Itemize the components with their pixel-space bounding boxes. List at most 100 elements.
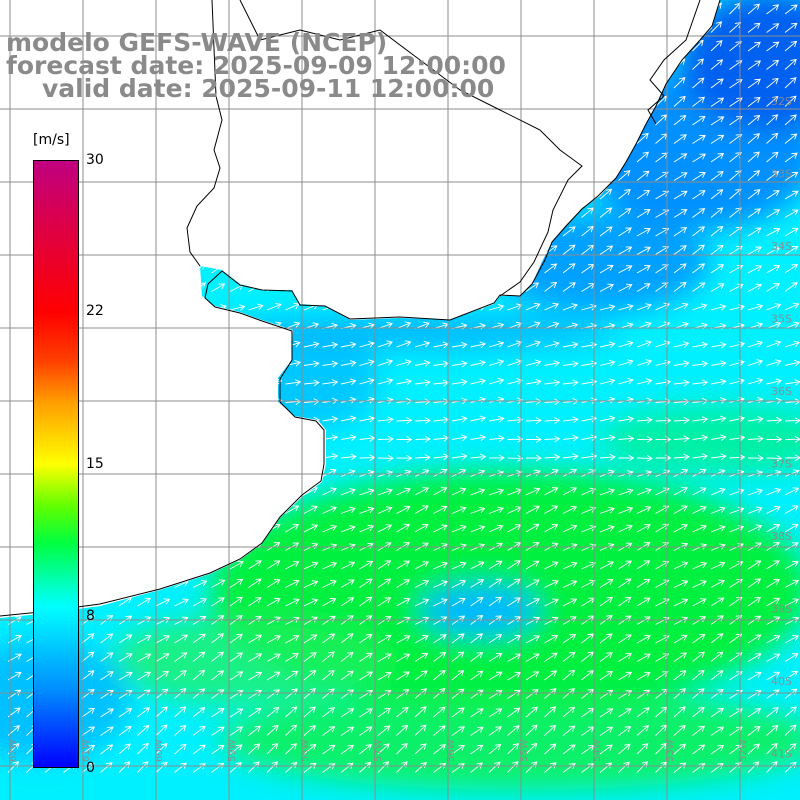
wind-arrow [229,506,245,514]
wind-arrow [470,453,487,461]
wind-arrow [747,246,762,255]
wind-arrow [784,635,799,644]
wind-arrow [340,633,354,644]
wind-arrow [81,360,98,368]
wind-arrow [377,303,394,311]
wind-arrow [137,689,151,699]
wind-arrow [525,417,542,424]
wind-arrow [710,561,726,570]
wind-arrow [100,578,114,588]
wind-arrow [303,598,319,607]
wind-arrow [507,132,520,144]
wind-arrow [692,134,706,144]
wind-arrow [599,744,613,755]
wind-arrow [229,2,242,15]
wind-arrow [433,651,447,662]
wind-arrow [100,561,115,570]
wind-arrow [303,468,319,477]
wind-arrow [303,634,318,644]
wind-arrow [433,725,446,736]
wind-arrow [710,264,725,274]
wind-arrow [636,689,651,699]
wind-arrow [544,172,559,181]
wind-arrow [784,171,799,181]
wind-arrow [155,4,169,15]
wind-arrow [266,653,281,662]
wind-arrow [636,303,652,311]
wind-arrow [359,671,373,681]
wind-arrow [451,360,468,368]
wind-arrow [155,379,172,386]
wind-arrow [618,3,631,15]
wind-arrow [174,341,190,348]
wind-arrow [747,340,764,348]
wind-arrow [747,283,763,292]
wind-arrow [7,132,20,144]
wind-arrow [562,468,578,477]
wind-arrow [544,95,557,107]
wind-arrow [248,322,264,329]
wind-arrow [155,487,171,496]
wind-arrow [488,151,501,163]
wind-arrow [322,524,338,533]
wind-arrow [359,596,373,607]
wind-arrow [137,707,151,718]
wind-arrow [100,708,114,718]
wind-arrow [396,598,411,607]
valid-date-label: valid date: 2025-09-11 12:00:00 [42,74,495,103]
wind-arrow [229,265,244,274]
wind-arrow [303,652,317,662]
wind-arrow [636,597,651,607]
wind-arrow [118,690,133,699]
wind-arrow [340,341,357,349]
wind-arrow [673,670,687,681]
wind-arrow [174,281,188,292]
wind-arrow [525,742,538,755]
wind-arrow [673,743,686,755]
wind-arrow [470,670,484,681]
wind-arrow [340,525,356,533]
wind-arrow [340,762,354,773]
wind-arrow [544,22,557,33]
wind-arrow [433,21,445,33]
wind-arrow [747,506,763,514]
wind-arrow [710,283,725,292]
wind-arrow [488,227,503,237]
wind-arrow [118,3,131,15]
wind-arrow [544,40,557,52]
wind-arrow [266,671,281,681]
wind-arrow [266,417,283,424]
wind-arrow [784,653,799,662]
wind-arrow [340,226,354,237]
wind-arrow [174,172,189,181]
wind-arrow [7,209,22,218]
wind-arrow [470,579,485,588]
wind-arrow [100,744,114,755]
wind-arrow [544,263,558,274]
wind-arrow [377,3,391,15]
wind-arrow [118,454,135,462]
wind-arrow [155,724,168,736]
wind-arrow [451,434,468,442]
wind-arrow [377,488,393,496]
wind-arrow [322,263,336,274]
lon-label: 54W [592,739,603,762]
wind-arrow [747,60,762,70]
wind-arrow [174,115,187,126]
wind-arrow [414,153,429,163]
wind-arrow [710,597,725,607]
wind-arrow [784,706,797,718]
wind-arrow [599,134,613,144]
lon-label: 58W [300,739,311,762]
wind-arrow [7,597,22,607]
wind-arrow [544,453,561,461]
wind-arrow [710,506,726,514]
forecast-date-label: forecast date: 2025-09-09 12:00:00 [6,51,506,80]
wind-arrow [155,598,171,607]
wind-arrow [192,524,208,533]
wind-arrow [618,60,632,70]
wind-arrow [322,207,336,218]
wind-arrow [359,170,372,181]
wind-arrow [451,135,466,144]
wind-arrow [562,360,579,368]
